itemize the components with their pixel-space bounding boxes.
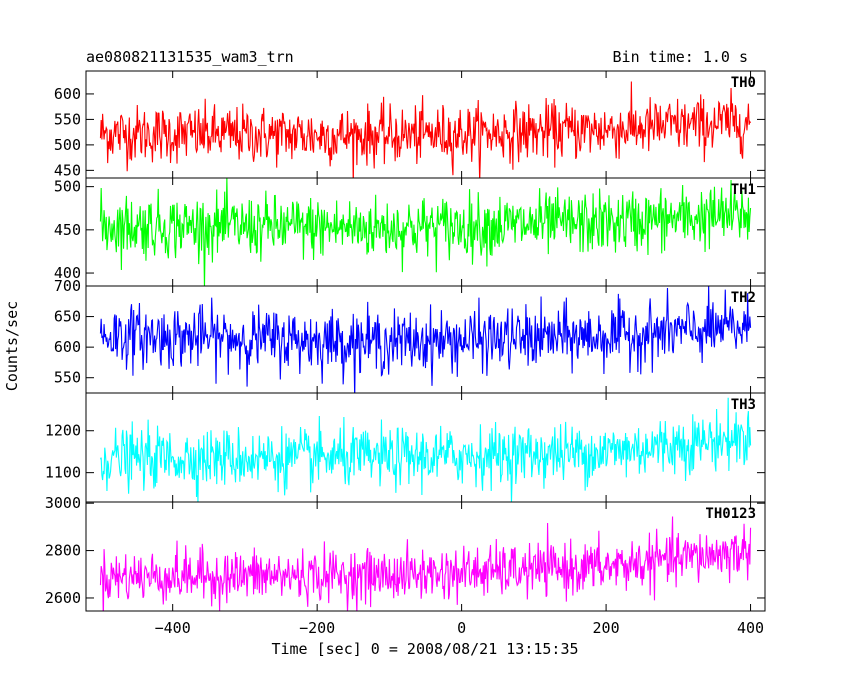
series-th0	[99, 81, 752, 178]
panel-th0123: 2600 2800 3000 TH0123	[45, 494, 766, 612]
y-tick-label: 3000	[45, 494, 81, 512]
series-th3	[99, 397, 752, 502]
y-tick-label: 600	[54, 85, 81, 103]
x-tick-label: 0	[457, 619, 466, 637]
series-th1	[99, 178, 752, 286]
y-tick-label: 2600	[45, 589, 81, 607]
panel-label: TH3	[731, 397, 756, 413]
y-tick-label: 550	[54, 369, 81, 387]
panel-label: TH0	[731, 75, 756, 91]
panel-th0: 450 500 550 600 TH0	[54, 70, 766, 179]
panel-label: TH0123	[705, 506, 756, 522]
x-axis: −400 −200 0 200 400	[155, 619, 764, 637]
y-tick-label: 1200	[45, 422, 81, 440]
panel-th2: 550 600 650 700 TH2	[54, 277, 766, 394]
x-tick-label: 200	[593, 619, 620, 637]
y-tick-label: 600	[54, 338, 81, 356]
panel-label: TH2	[731, 290, 756, 306]
series-th0123	[99, 516, 752, 611]
panel-frame	[85, 501, 766, 612]
panel-th1: 400 450 500 TH1	[54, 177, 766, 287]
series-th2	[99, 286, 752, 393]
y-tick-label: 550	[54, 110, 81, 128]
y-tick-label: 500	[54, 136, 81, 154]
y-tick-label: 450	[54, 161, 81, 179]
panel-label: TH1	[731, 182, 756, 198]
x-tick-label: 400	[737, 619, 764, 637]
y-tick-label: 2800	[45, 542, 81, 560]
chart-title: ae080821131535_wam3_trn	[86, 48, 294, 66]
x-tick-label: −200	[299, 619, 335, 637]
y-tick-label: 1100	[45, 464, 81, 482]
y-tick-label: 650	[54, 308, 81, 326]
panel-th3: 1100 1200 TH3	[45, 392, 766, 503]
y-tick-label: 500	[54, 178, 81, 196]
x-tick-label: −400	[155, 619, 191, 637]
y-tick-label: 400	[54, 264, 81, 282]
y-tick-label: 450	[54, 221, 81, 239]
bin-time-label: Bin time: 1.0 s	[613, 48, 748, 66]
x-axis-label: Time [sec] 0 = 2008/08/21 13:15:35	[271, 640, 578, 658]
y-tick-label: 700	[54, 277, 81, 295]
y-axis-label: Counts/sec	[3, 301, 21, 391]
